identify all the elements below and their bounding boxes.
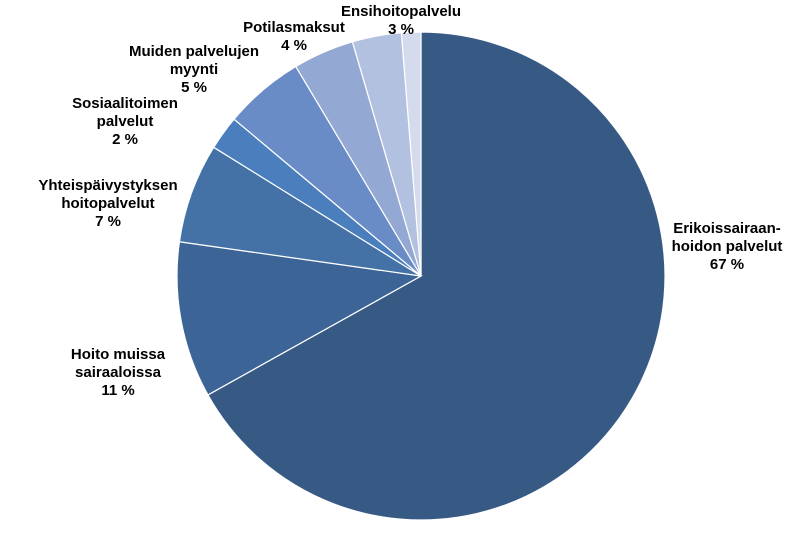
slice-name-line: Hoito muissa [71, 346, 166, 363]
slice-value-label: 2 % [112, 131, 138, 148]
pie-slice-1 [176, 241, 423, 396]
slice-name-line: Erikoissairaan- [673, 220, 781, 237]
slice-label-5: Potilasmaksut 4 % [243, 19, 345, 54]
slice-value-label: 7 % [95, 213, 121, 230]
slice-name-line: Ensihoitopalvelu [341, 3, 461, 20]
slice-label-0: Erikoissairaan-hoidon palvelut 67 % [672, 220, 783, 273]
slice-value-label: 5 % [181, 79, 207, 96]
slice-name-line: Sosiaalitoimen [72, 95, 178, 112]
slice-name-line: hoidon palvelut [672, 238, 783, 255]
slice-label-2: Yhteispäivystyksen hoitopalvelut 7 % [38, 177, 177, 230]
slice-label-1: Hoito muissa sairaaloissa 11 % [71, 346, 166, 399]
pie-slices [176, 31, 666, 521]
slice-name-line: hoitopalvelut [61, 195, 154, 212]
slice-name-line: myynti [170, 61, 218, 78]
pie-labels: Erikoissairaan-hoidon palvelut 67 % Hoito … [38, 3, 782, 399]
slice-name-line: Muiden palvelujen [129, 43, 259, 60]
slice-name-line: Potilasmaksut [243, 19, 345, 36]
slice-label-4: Muiden palvelujen myynti 5 % [129, 43, 259, 96]
slice-name-line: Yhteispäivystyksen [38, 177, 177, 194]
slice-value-label: 67 % [710, 256, 744, 273]
slice-value-label: 3 % [388, 21, 414, 38]
slice-label-6: Ensihoitopalvelu 3 % [341, 3, 461, 38]
pie-slice-7 [400, 31, 422, 277]
slice-name-line: palvelut [97, 113, 154, 130]
pie-slice-0 [207, 31, 666, 521]
slice-value-label: 11 % [101, 382, 134, 399]
slice-label-3: Sosiaalitoimen palvelut 2 % [72, 95, 178, 148]
slice-value-label: 4 % [281, 37, 307, 54]
slice-name-line: sairaaloissa [75, 364, 162, 381]
